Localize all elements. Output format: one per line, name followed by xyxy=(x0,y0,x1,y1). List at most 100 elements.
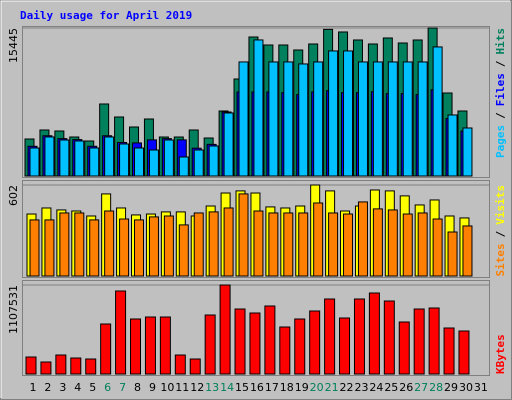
bar xyxy=(134,147,145,177)
bar xyxy=(447,114,458,177)
bar xyxy=(238,61,249,177)
x-tick-label: 29 xyxy=(444,381,458,394)
x-tick-label: 19 xyxy=(295,381,309,394)
bar xyxy=(178,224,189,277)
bar xyxy=(40,361,52,375)
x-tick-label: 1 xyxy=(30,381,37,394)
bar xyxy=(339,317,351,375)
bar xyxy=(70,357,82,375)
x-tick-label: 28 xyxy=(429,381,443,394)
bar xyxy=(204,314,216,375)
bar xyxy=(234,308,246,375)
bar xyxy=(89,219,100,277)
bar xyxy=(372,61,383,177)
bar xyxy=(208,211,219,277)
x-tick-label: 23 xyxy=(354,381,368,394)
bar xyxy=(119,218,130,277)
bar xyxy=(309,310,321,375)
x-tick-label: 13 xyxy=(205,381,219,394)
bar xyxy=(55,354,67,375)
x-tick-label: 5 xyxy=(89,381,96,394)
bar xyxy=(268,212,279,277)
bar xyxy=(458,330,470,375)
x-tick-label: 17 xyxy=(265,381,279,394)
bar xyxy=(328,50,339,177)
bar xyxy=(104,210,115,277)
bar xyxy=(313,202,324,277)
bar xyxy=(25,356,37,375)
bar xyxy=(104,136,115,177)
bar xyxy=(148,216,159,277)
x-tick-label: 12 xyxy=(190,381,204,394)
x-tick-label: 21 xyxy=(325,381,339,394)
bar xyxy=(130,318,142,375)
bar xyxy=(462,127,473,177)
bar xyxy=(253,210,264,277)
legend: KBytes xyxy=(494,334,507,374)
bar xyxy=(417,212,428,277)
bar xyxy=(208,145,219,177)
x-tick-label: 24 xyxy=(369,381,383,394)
bar xyxy=(59,212,70,277)
bar xyxy=(283,212,294,277)
bar xyxy=(313,61,324,177)
bar xyxy=(402,213,413,277)
bar xyxy=(219,284,231,375)
bar xyxy=(74,212,85,277)
bar xyxy=(115,290,127,375)
bar xyxy=(29,219,40,277)
bar xyxy=(100,323,112,375)
legend: Sites / Visits xyxy=(494,185,507,277)
bar xyxy=(174,354,186,375)
bar xyxy=(223,112,234,177)
bar xyxy=(283,61,294,177)
y-tick-label: 602 xyxy=(7,185,20,206)
bar xyxy=(193,149,204,177)
x-tick-label: 10 xyxy=(160,381,174,394)
x-tick-label: 4 xyxy=(74,381,81,394)
bar xyxy=(328,212,339,277)
bar xyxy=(417,61,428,177)
bar xyxy=(387,61,398,177)
x-tick-label: 16 xyxy=(250,381,264,394)
bar xyxy=(447,231,458,277)
bar xyxy=(249,312,261,375)
x-tick-label: 15 xyxy=(235,381,249,394)
bar xyxy=(324,298,336,375)
y-tick-label: 1107531 xyxy=(7,285,20,334)
chart-title: Daily usage for April 2019 xyxy=(20,9,192,22)
bar xyxy=(144,316,156,375)
bar xyxy=(223,207,234,277)
bar xyxy=(462,225,473,277)
bar xyxy=(298,212,309,277)
x-tick-label: 25 xyxy=(384,381,398,394)
bar xyxy=(372,208,383,277)
x-tick-label: 7 xyxy=(119,381,126,394)
legend-label: KBytes xyxy=(494,334,507,374)
bar xyxy=(44,219,55,277)
bar xyxy=(432,46,443,177)
x-tick-label: 6 xyxy=(104,381,111,394)
bar xyxy=(148,149,159,177)
bar xyxy=(189,358,201,375)
bar xyxy=(193,212,204,277)
bar xyxy=(298,63,309,177)
bar xyxy=(357,61,368,177)
legend: Pages / Files / Hits xyxy=(494,28,507,158)
bar xyxy=(264,305,276,375)
legend-label: Visits xyxy=(494,185,507,225)
bar xyxy=(443,327,455,375)
bar xyxy=(29,147,40,177)
bar xyxy=(402,61,413,177)
bar xyxy=(178,156,189,177)
bar xyxy=(357,201,368,277)
bar xyxy=(428,307,440,375)
bar xyxy=(44,136,55,177)
bar xyxy=(74,140,85,177)
legend-separator: / xyxy=(494,60,507,67)
x-tick-label: 20 xyxy=(310,381,324,394)
x-tick-label: 14 xyxy=(220,381,234,394)
x-tick-label: 9 xyxy=(149,381,156,394)
